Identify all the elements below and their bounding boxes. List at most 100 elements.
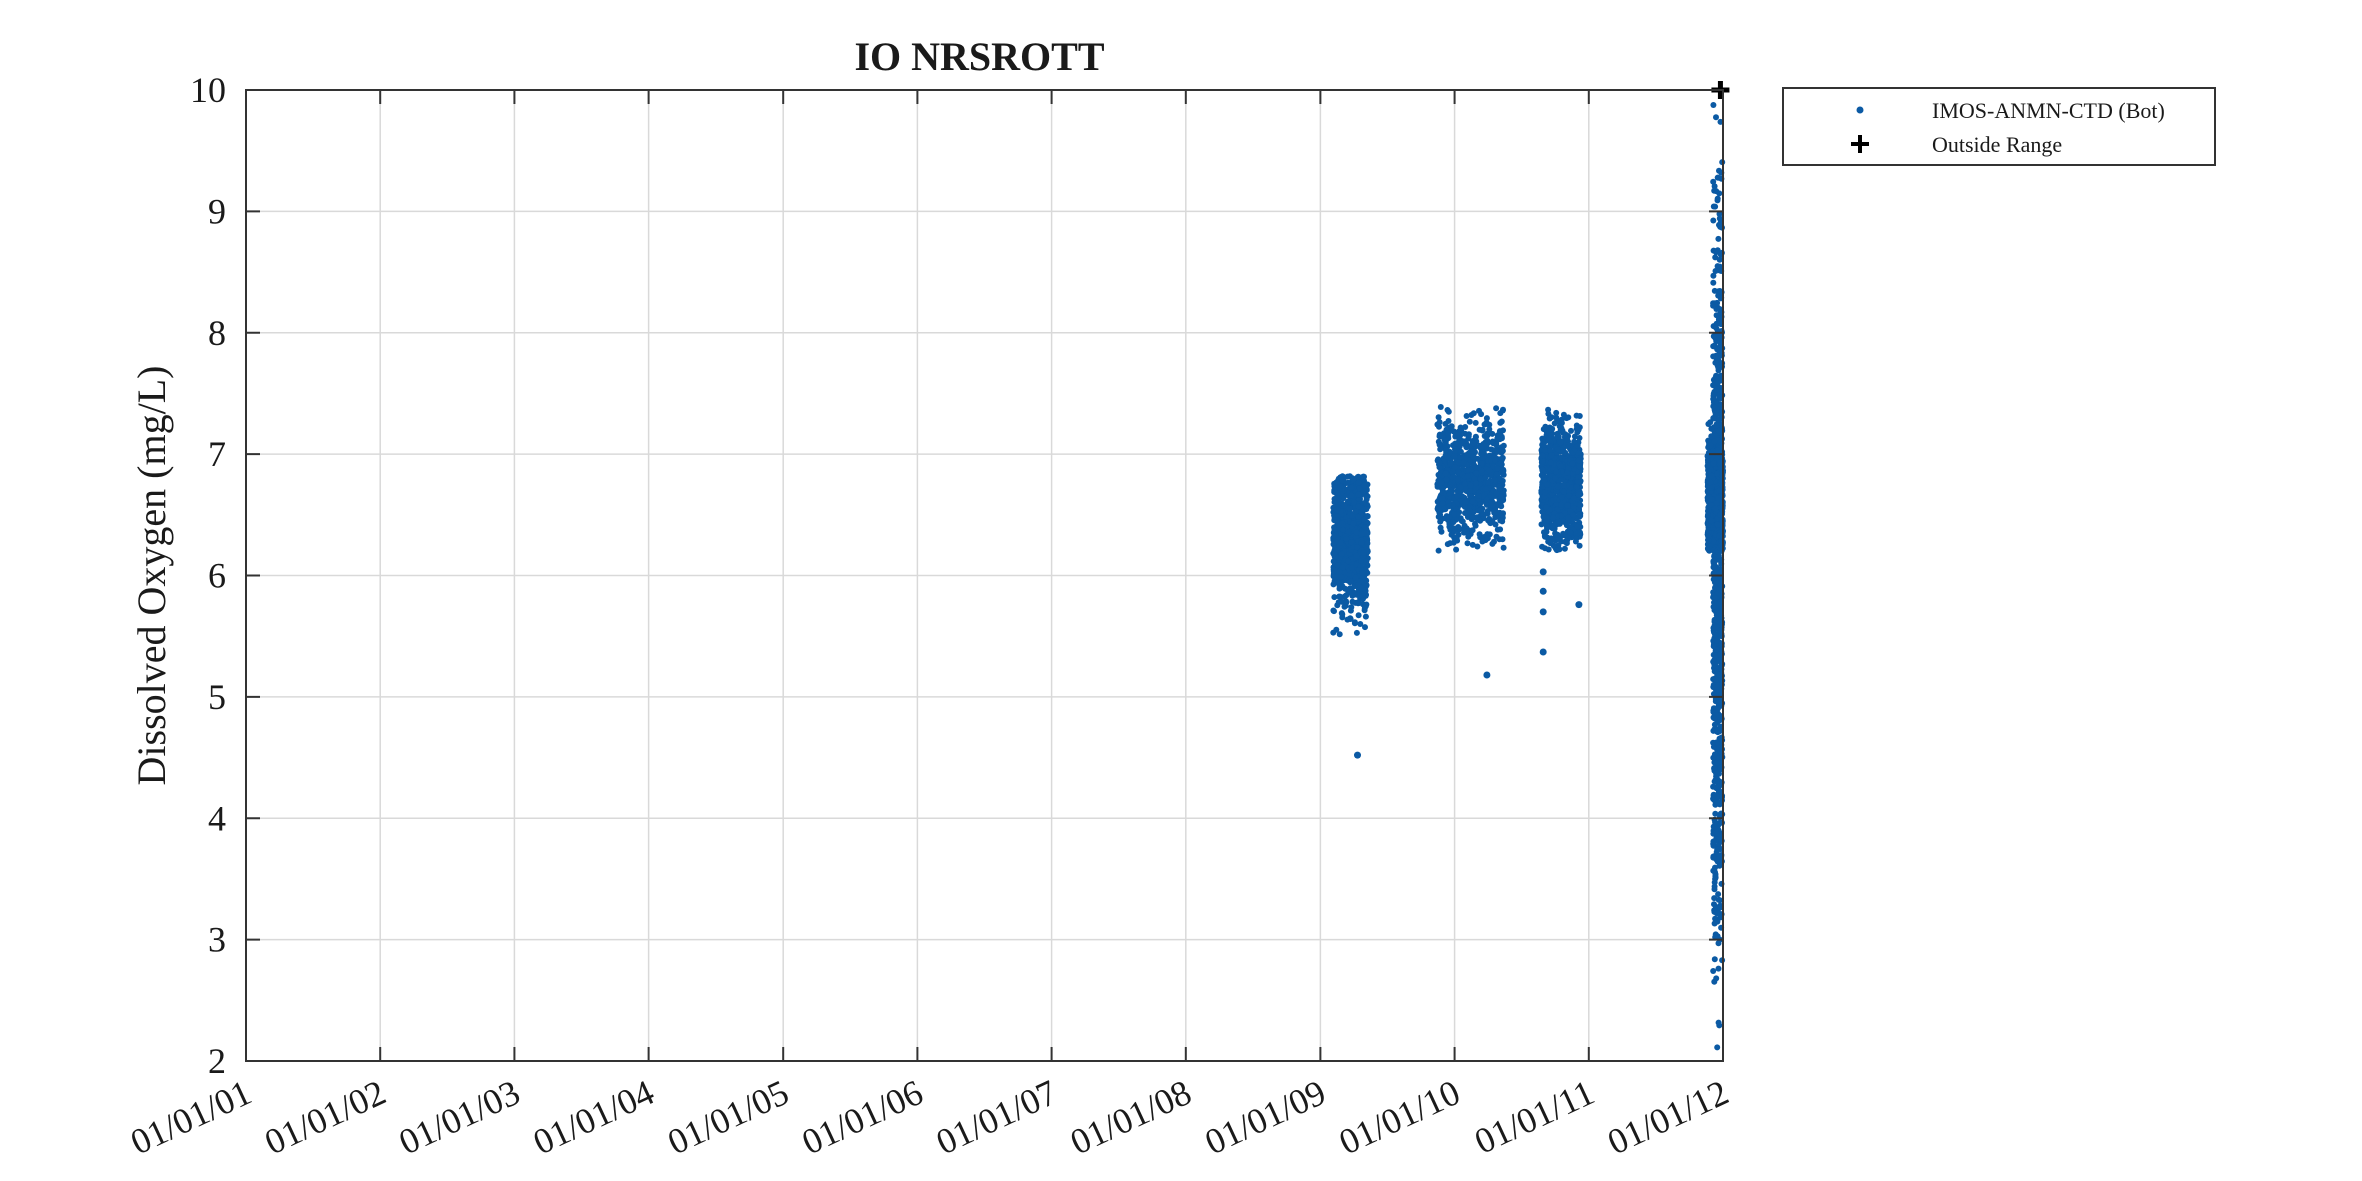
data-point bbox=[1558, 494, 1565, 501]
data-point bbox=[1542, 423, 1549, 430]
data-point bbox=[1715, 965, 1722, 972]
data-point bbox=[1545, 546, 1552, 553]
data-point bbox=[1716, 211, 1723, 217]
data-point bbox=[1359, 569, 1366, 576]
data-point bbox=[1485, 479, 1491, 486]
data-point bbox=[1710, 603, 1717, 610]
data-point-outlier bbox=[1483, 671, 1491, 679]
data-point bbox=[1361, 482, 1368, 489]
data-point bbox=[1494, 465, 1501, 472]
data-point bbox=[1553, 409, 1560, 416]
data-point bbox=[1435, 547, 1442, 554]
data-point bbox=[1711, 404, 1718, 411]
data-point bbox=[1469, 498, 1476, 505]
data-point bbox=[1336, 496, 1342, 503]
data-point bbox=[1350, 476, 1357, 483]
data-point bbox=[1708, 517, 1715, 524]
data-point bbox=[1717, 651, 1724, 657]
data-point bbox=[1363, 506, 1370, 513]
data-point bbox=[1493, 471, 1500, 477]
data-point bbox=[1466, 508, 1473, 514]
data-point bbox=[1467, 492, 1474, 499]
data-point bbox=[1708, 496, 1715, 503]
data-point bbox=[1447, 540, 1454, 547]
data-point bbox=[1711, 726, 1718, 733]
data-point bbox=[1500, 427, 1506, 434]
data-point bbox=[1435, 414, 1442, 421]
data-point bbox=[1540, 513, 1547, 520]
data-point bbox=[1463, 413, 1470, 419]
data-point bbox=[1710, 102, 1717, 108]
data-point bbox=[1575, 426, 1582, 433]
data-point bbox=[1710, 538, 1717, 545]
y-tick-label: 3 bbox=[208, 920, 226, 960]
data-point bbox=[1465, 433, 1472, 440]
data-point bbox=[1363, 530, 1370, 537]
data-point bbox=[1710, 415, 1717, 422]
data-point bbox=[1554, 433, 1561, 440]
data-point bbox=[1492, 457, 1498, 464]
data-point bbox=[1455, 459, 1462, 466]
data-point bbox=[1498, 418, 1505, 425]
data-point bbox=[1476, 531, 1483, 538]
data-point bbox=[1714, 386, 1721, 393]
data-point bbox=[1473, 470, 1480, 477]
data-point bbox=[1353, 529, 1360, 536]
data-point bbox=[1563, 540, 1570, 547]
data-point bbox=[1710, 302, 1717, 309]
data-point bbox=[1711, 183, 1718, 190]
data-point bbox=[1362, 613, 1369, 620]
data-point bbox=[1710, 840, 1717, 847]
data-point bbox=[1498, 503, 1505, 510]
data-point bbox=[1483, 415, 1490, 422]
data-point bbox=[1714, 521, 1721, 528]
legend-box bbox=[1782, 87, 2216, 166]
data-point bbox=[1452, 448, 1459, 454]
data-point bbox=[1336, 569, 1343, 575]
data-point-outlier bbox=[1575, 601, 1583, 609]
data-point bbox=[1715, 495, 1722, 502]
data-point bbox=[1705, 511, 1711, 518]
data-point bbox=[1453, 440, 1460, 447]
data-point bbox=[1712, 625, 1719, 632]
data-point bbox=[1468, 412, 1475, 418]
data-point-outlier bbox=[1354, 751, 1361, 759]
data-point bbox=[1474, 543, 1481, 550]
data-point bbox=[1710, 203, 1717, 210]
data-point bbox=[1345, 498, 1352, 505]
axis-ticks bbox=[245, 89, 1724, 1062]
data-point bbox=[1338, 551, 1345, 557]
data-point bbox=[1437, 446, 1444, 453]
data-point bbox=[1711, 438, 1718, 445]
y-tick-label: 5 bbox=[208, 677, 226, 717]
data-point bbox=[1493, 405, 1500, 412]
data-point bbox=[1472, 520, 1478, 527]
data-point bbox=[1454, 476, 1461, 483]
data-point bbox=[1484, 535, 1491, 542]
data-point bbox=[1710, 854, 1717, 861]
data-point bbox=[1710, 460, 1717, 467]
data-point bbox=[1453, 431, 1460, 438]
data-point bbox=[1714, 846, 1721, 853]
data-point bbox=[1462, 510, 1468, 516]
data-point bbox=[1339, 611, 1346, 618]
data-point bbox=[1541, 477, 1548, 484]
data-point bbox=[1713, 770, 1720, 777]
data-point bbox=[1714, 918, 1721, 925]
data-point bbox=[1715, 316, 1722, 323]
y-tick-label: 9 bbox=[208, 191, 226, 231]
data-point bbox=[1710, 279, 1717, 286]
data-point bbox=[1355, 513, 1362, 520]
data-point bbox=[1564, 502, 1571, 509]
data-point bbox=[1496, 485, 1503, 492]
data-point bbox=[1467, 482, 1474, 489]
data-point bbox=[1488, 498, 1495, 505]
data-point bbox=[1575, 457, 1582, 464]
data-point bbox=[1444, 453, 1451, 460]
data-point bbox=[1715, 891, 1722, 898]
data-point bbox=[1715, 174, 1722, 181]
data-point bbox=[1436, 441, 1443, 448]
data-point bbox=[1711, 886, 1718, 893]
data-point bbox=[1710, 217, 1717, 224]
data-point bbox=[1710, 272, 1717, 279]
